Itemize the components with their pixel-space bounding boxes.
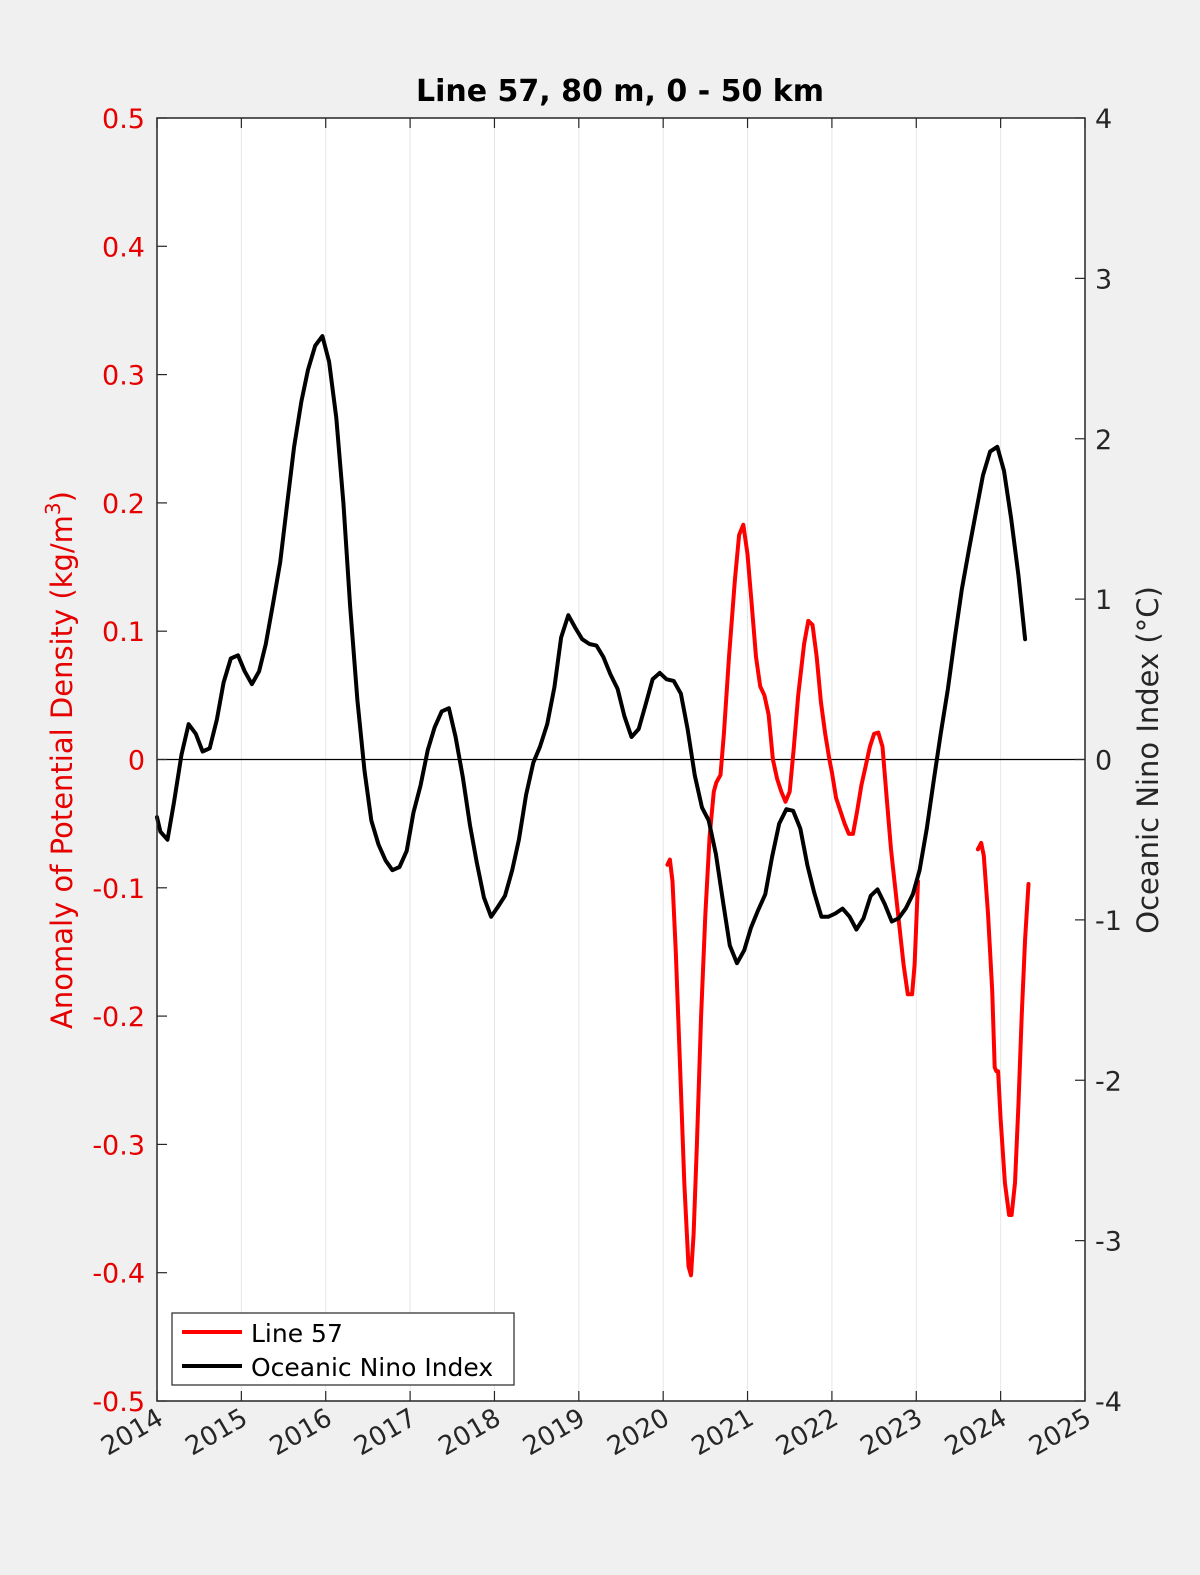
- y-left-tick-label: 0.2: [102, 489, 145, 520]
- y-right-tick-label: 3: [1095, 264, 1112, 295]
- series-oni-line-segment-0: [155, 334, 1028, 966]
- y-right-tick-label: -3: [1095, 1227, 1122, 1258]
- y-left-tick-label: 0: [128, 746, 145, 777]
- y-axis-left-label-text: Anomaly of Potential Density (kg/m: [45, 515, 79, 1029]
- series-layer: [155, 334, 1031, 1278]
- y-right-tick-label: 2: [1095, 425, 1112, 456]
- y-right-tick-label: -1: [1095, 906, 1122, 937]
- y-left-tick-label: 0.4: [102, 232, 145, 263]
- y-axis-right-label: Oceanic Nino Index (°C): [1131, 586, 1165, 934]
- y-axis-left-label: Anomaly of Potential Density (kg/m3): [41, 491, 79, 1029]
- y-left-tick-label: 0.5: [102, 104, 145, 135]
- legend-label-line57: Line 57: [251, 1319, 343, 1348]
- series-line57-line-segment-1: [975, 840, 1031, 1217]
- y-left-tick-label: -0.4: [92, 1259, 145, 1290]
- chart-title: Line 57, 80 m, 0 - 50 km: [416, 74, 824, 109]
- y-left-tick-label: 0.3: [102, 361, 145, 392]
- y-left-tick-label: -0.2: [92, 1002, 145, 1033]
- y-right-tick-label: -4: [1095, 1387, 1122, 1418]
- y-left-tick-label: 0.1: [102, 617, 145, 648]
- y-left-tick-label: -0.1: [92, 874, 145, 905]
- y-axis-left: -0.5 -0.4 -0.3 -0.2 -0.1 0 0.1 0.2 0.3 0.4 0.5: [92, 104, 167, 1418]
- y-right-tick-label: 0: [1095, 746, 1112, 777]
- y-axis-left-label-superscript: 3: [41, 502, 65, 515]
- y-left-tick-label: -0.5: [92, 1387, 145, 1418]
- y-right-tick-label: 4: [1095, 104, 1112, 135]
- y-right-tick-label: 1: [1095, 585, 1112, 616]
- y-axis-right: -4 -3 -2 -1 0 1 2 3 4: [1075, 104, 1122, 1418]
- series-line57-line-segment-0: [665, 522, 920, 1278]
- y-left-tick-label: -0.3: [92, 1130, 145, 1161]
- legend: Line 57 Oceanic Nino Index: [171, 1312, 515, 1386]
- y-axis-left-label-close: ): [45, 491, 79, 502]
- legend-box: [171, 1312, 515, 1386]
- y-right-tick-label: -2: [1095, 1066, 1122, 1097]
- legend-label-oni: Oceanic Nino Index: [251, 1353, 493, 1382]
